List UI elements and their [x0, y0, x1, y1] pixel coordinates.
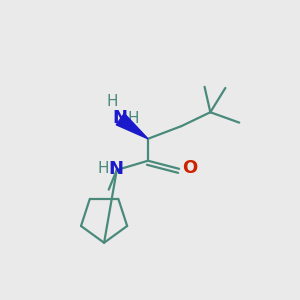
Text: H: H — [97, 161, 109, 176]
Polygon shape — [116, 113, 148, 139]
Text: O: O — [183, 159, 198, 177]
Text: N: N — [113, 109, 128, 127]
Text: H: H — [127, 110, 139, 125]
Text: N: N — [108, 160, 123, 178]
Text: H: H — [106, 94, 118, 109]
